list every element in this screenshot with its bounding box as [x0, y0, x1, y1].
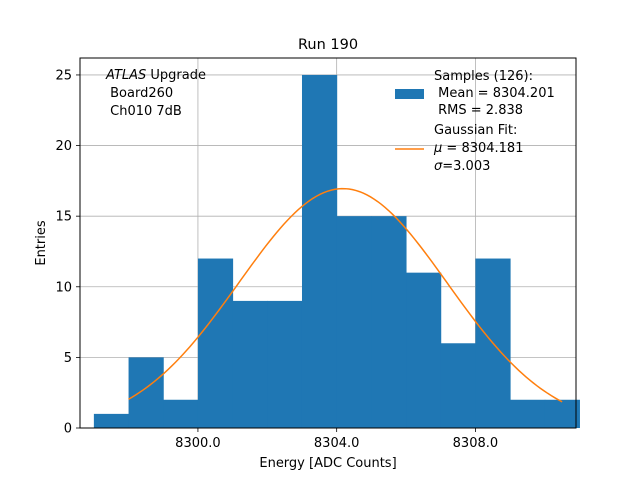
histogram-bar-0	[93, 413, 130, 428]
gaussian-fit-curve	[128, 187, 563, 403]
atlas-annotation: ATLAS Upgrade Board260 Ch010 7dB	[105, 68, 206, 119]
annotation-atlas: ATLAS	[105, 68, 146, 83]
histogram-bar-6	[301, 74, 338, 428]
legend-hist-mean: Mean = 8304.201	[434, 86, 555, 101]
legend-mu-value: = 8304.181	[442, 141, 523, 156]
legend-mu-symbol: μ	[433, 141, 442, 156]
annotation-channel: Ch010 7dB	[106, 104, 182, 119]
histogram-bar-10	[440, 343, 476, 428]
y-tick-label-1: 5	[64, 351, 72, 366]
histogram-bars	[93, 74, 580, 428]
histogram-bar-4	[232, 300, 268, 428]
y-tick-label-3: 15	[55, 210, 72, 225]
y-tick-label-4: 20	[55, 139, 72, 154]
y-tick-label-2: 10	[55, 280, 72, 295]
histogram-bar-3	[197, 258, 234, 428]
x-tick-label-1: 8304.0	[314, 436, 360, 451]
plot-frame	[79, 57, 577, 429]
y-tick-label-0: 0	[64, 422, 72, 437]
legend-hist-rms: RMS = 2.838	[434, 103, 523, 118]
histogram-bar-2	[163, 399, 199, 428]
legend-hist-swatch	[395, 89, 424, 99]
annotation-line-1: ATLAS Upgrade	[105, 68, 206, 83]
legend-fit-sigma: σ=3.003	[434, 159, 490, 174]
y-tick-label-5: 25	[55, 68, 72, 83]
x-axis-label: Energy [ADC Counts]	[259, 456, 396, 471]
histogram-bar-9	[406, 272, 442, 428]
annotation-upgrade: Upgrade	[146, 68, 206, 83]
legend-sigma-value: =3.003	[442, 159, 490, 174]
legend-fit-mu: μ = 8304.181	[433, 141, 523, 156]
x-tick-label-0: 8300.0	[175, 436, 221, 451]
y-axis-label: Entries	[34, 220, 49, 266]
legend-sigma-symbol: σ	[434, 159, 443, 174]
histogram-bar-13	[544, 399, 580, 428]
histogram-bar-5	[267, 300, 303, 428]
annotation-board: Board260	[106, 86, 173, 101]
chart-title: Run 190	[298, 37, 358, 53]
x-tick-label-2: 8308.0	[453, 436, 499, 451]
y-axis-ticks: 0 5 10 15 20 25	[55, 68, 80, 437]
x-axis-ticks: 8300.0 8304.0 8308.0	[175, 428, 498, 451]
gaussian-fit-layer	[128, 187, 563, 403]
histogram-bar-12	[510, 399, 546, 428]
legend-hist-line-1: Samples (126):	[434, 69, 533, 84]
histogram-bar-1	[128, 357, 164, 428]
legend: Samples (126): Mean = 8304.201 RMS = 2.8…	[395, 69, 555, 174]
histogram-bar-8	[371, 216, 407, 428]
histogram-bar-7	[336, 216, 372, 428]
legend-fit-line-1: Gaussian Fit:	[434, 123, 517, 138]
